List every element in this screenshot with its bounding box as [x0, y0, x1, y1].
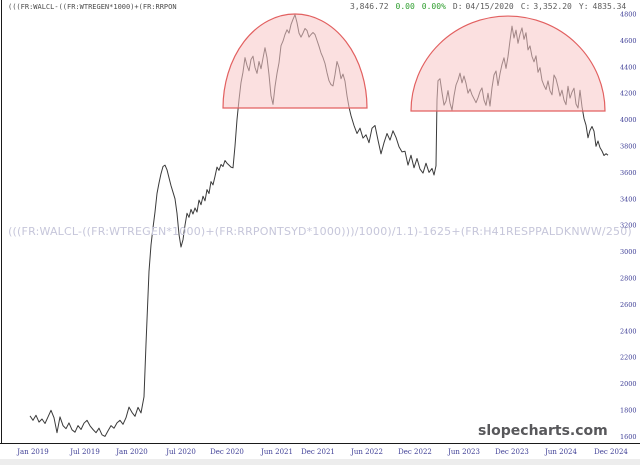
x-axis-tick-label: Dec 2020: [210, 448, 244, 456]
quote-last: 3,846.72: [350, 2, 389, 11]
y-axis-tick-label: 2800: [620, 275, 637, 283]
y-axis-tick-label: 3000: [620, 248, 637, 256]
formula-watermark: (((FR:WALCL-((FR:WTREGEN*1000)+(FR:RRPON…: [8, 225, 632, 238]
y-axis-tick-label: 4200: [620, 90, 637, 98]
x-axis-tick-label: Jul 2020: [165, 448, 196, 456]
quote-y-value: 4835.34: [592, 2, 627, 11]
x-axis-tick-label: Dec 2024: [594, 448, 628, 456]
dome-annotation: [222, 13, 368, 109]
y-axis-tick-label: 1800: [620, 407, 637, 415]
y-axis-tick-label: 2000: [620, 380, 637, 388]
horizontal-scrollbar[interactable]: [0, 459, 640, 465]
y-axis-tick-label: 3600: [620, 169, 637, 177]
x-axis-tick-label: Jun 2022: [350, 448, 383, 456]
y-axis-tick-label: 4800: [620, 11, 637, 19]
y-axis-tick-label: 3200: [620, 222, 637, 230]
quote-close: 3,352.20: [533, 2, 572, 11]
y-axis-tick-label: 3800: [620, 143, 637, 151]
x-axis-tick-label: Jul 2019: [69, 448, 100, 456]
x-axis-tick-label: Jun 2021: [260, 448, 293, 456]
y-axis-tick-label: 2200: [620, 354, 637, 362]
y-axis-tick-label: 4400: [620, 63, 637, 71]
x-axis-tick-label: Jun 2023: [447, 448, 480, 456]
quote-change: 0.00: [395, 2, 415, 11]
quote-readout: 3,846.72 0.00 0.00% D: 04/15/2020 C: 3,352.20 Y…: [350, 2, 633, 11]
y-axis-tick-label: 4600: [620, 37, 637, 45]
x-axis-tick-label: Dec 2022: [398, 448, 432, 456]
quote-y-label: Y:: [578, 2, 589, 11]
x-axis-tick-label: Jan 2019: [16, 448, 49, 456]
y-axis-tick-label: 1600: [620, 433, 637, 441]
x-axis-tick-label: Dec 2023: [495, 448, 529, 456]
x-axis-tick-label: Dec 2021: [301, 448, 335, 456]
y-axis-tick-label: 2600: [620, 301, 637, 309]
y-axis-tick-label: 4000: [620, 116, 637, 124]
y-axis-tick-label: 2400: [620, 327, 637, 335]
quote-date-label: D:: [452, 2, 463, 11]
quote-change-pct: 0.00%: [421, 2, 446, 11]
x-axis-tick-label: Jun 2024: [544, 448, 577, 456]
ticker-formula-header: (((FR:WALCL-((FR:WTREGEN*1000)+(FR:RRPON: [8, 3, 177, 11]
quote-date: 04/15/2020: [465, 2, 514, 11]
slopecharts-logo: slopecharts.com: [478, 423, 608, 439]
quote-close-label: C:: [520, 2, 531, 11]
x-axis-tick-label: Jan 2020: [115, 448, 148, 456]
y-axis-tick-label: 3400: [620, 195, 637, 203]
dome-annotation: [410, 15, 606, 112]
